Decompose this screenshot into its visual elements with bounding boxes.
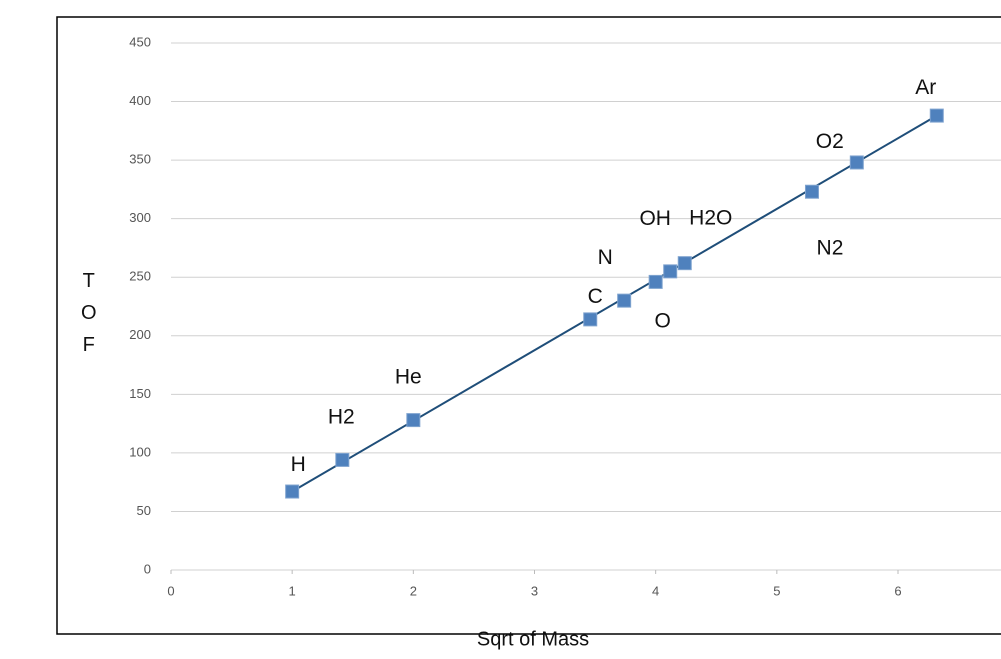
x-tick-label: 5: [773, 583, 780, 598]
point-label: OH: [639, 207, 671, 230]
x-tick-label: 6: [894, 583, 901, 598]
point: [648, 274, 663, 289]
y-tick-label: 250: [129, 269, 151, 284]
point-label: He: [395, 366, 422, 389]
y-tick-label: 150: [129, 386, 151, 401]
point-label: C: [588, 285, 603, 308]
x-tick-label: 3: [531, 583, 538, 598]
y-tick-label: 400: [129, 93, 151, 108]
y-tick-label: 50: [137, 503, 151, 518]
point-label: N: [598, 246, 613, 269]
point: [617, 293, 632, 308]
point-label: N2: [817, 236, 844, 259]
point-label: H2O: [689, 207, 732, 230]
x-tick-label: 0: [167, 583, 174, 598]
point: [583, 312, 598, 327]
y-axis-label: TOF: [78, 270, 100, 366]
x-axis-label: Sqrt of Mass: [477, 628, 589, 650]
point: [663, 264, 678, 279]
point: [929, 108, 944, 123]
x-tick-label: 2: [410, 583, 417, 598]
point: [677, 256, 692, 271]
y-tick-label: 300: [129, 210, 151, 225]
y-tick-label: 450: [129, 34, 151, 49]
point-label: H: [291, 453, 306, 476]
point-label: O2: [816, 130, 844, 153]
y-tick-label: 200: [129, 327, 151, 342]
y-tick-label: 100: [129, 444, 151, 459]
trendline: [291, 114, 938, 493]
point: [849, 155, 864, 170]
point-label: H2: [328, 405, 355, 428]
point: [335, 452, 350, 467]
point-label: Ar: [915, 76, 936, 99]
point-label: O: [654, 309, 670, 332]
point: [804, 184, 819, 199]
x-tick-label: 4: [652, 583, 659, 598]
y-tick-label: 350: [129, 152, 151, 167]
x-tick-label: 1: [289, 583, 296, 598]
chart-border: [56, 16, 1001, 635]
point: [406, 413, 421, 428]
point: [285, 484, 300, 499]
y-tick-label: 0: [144, 561, 151, 576]
